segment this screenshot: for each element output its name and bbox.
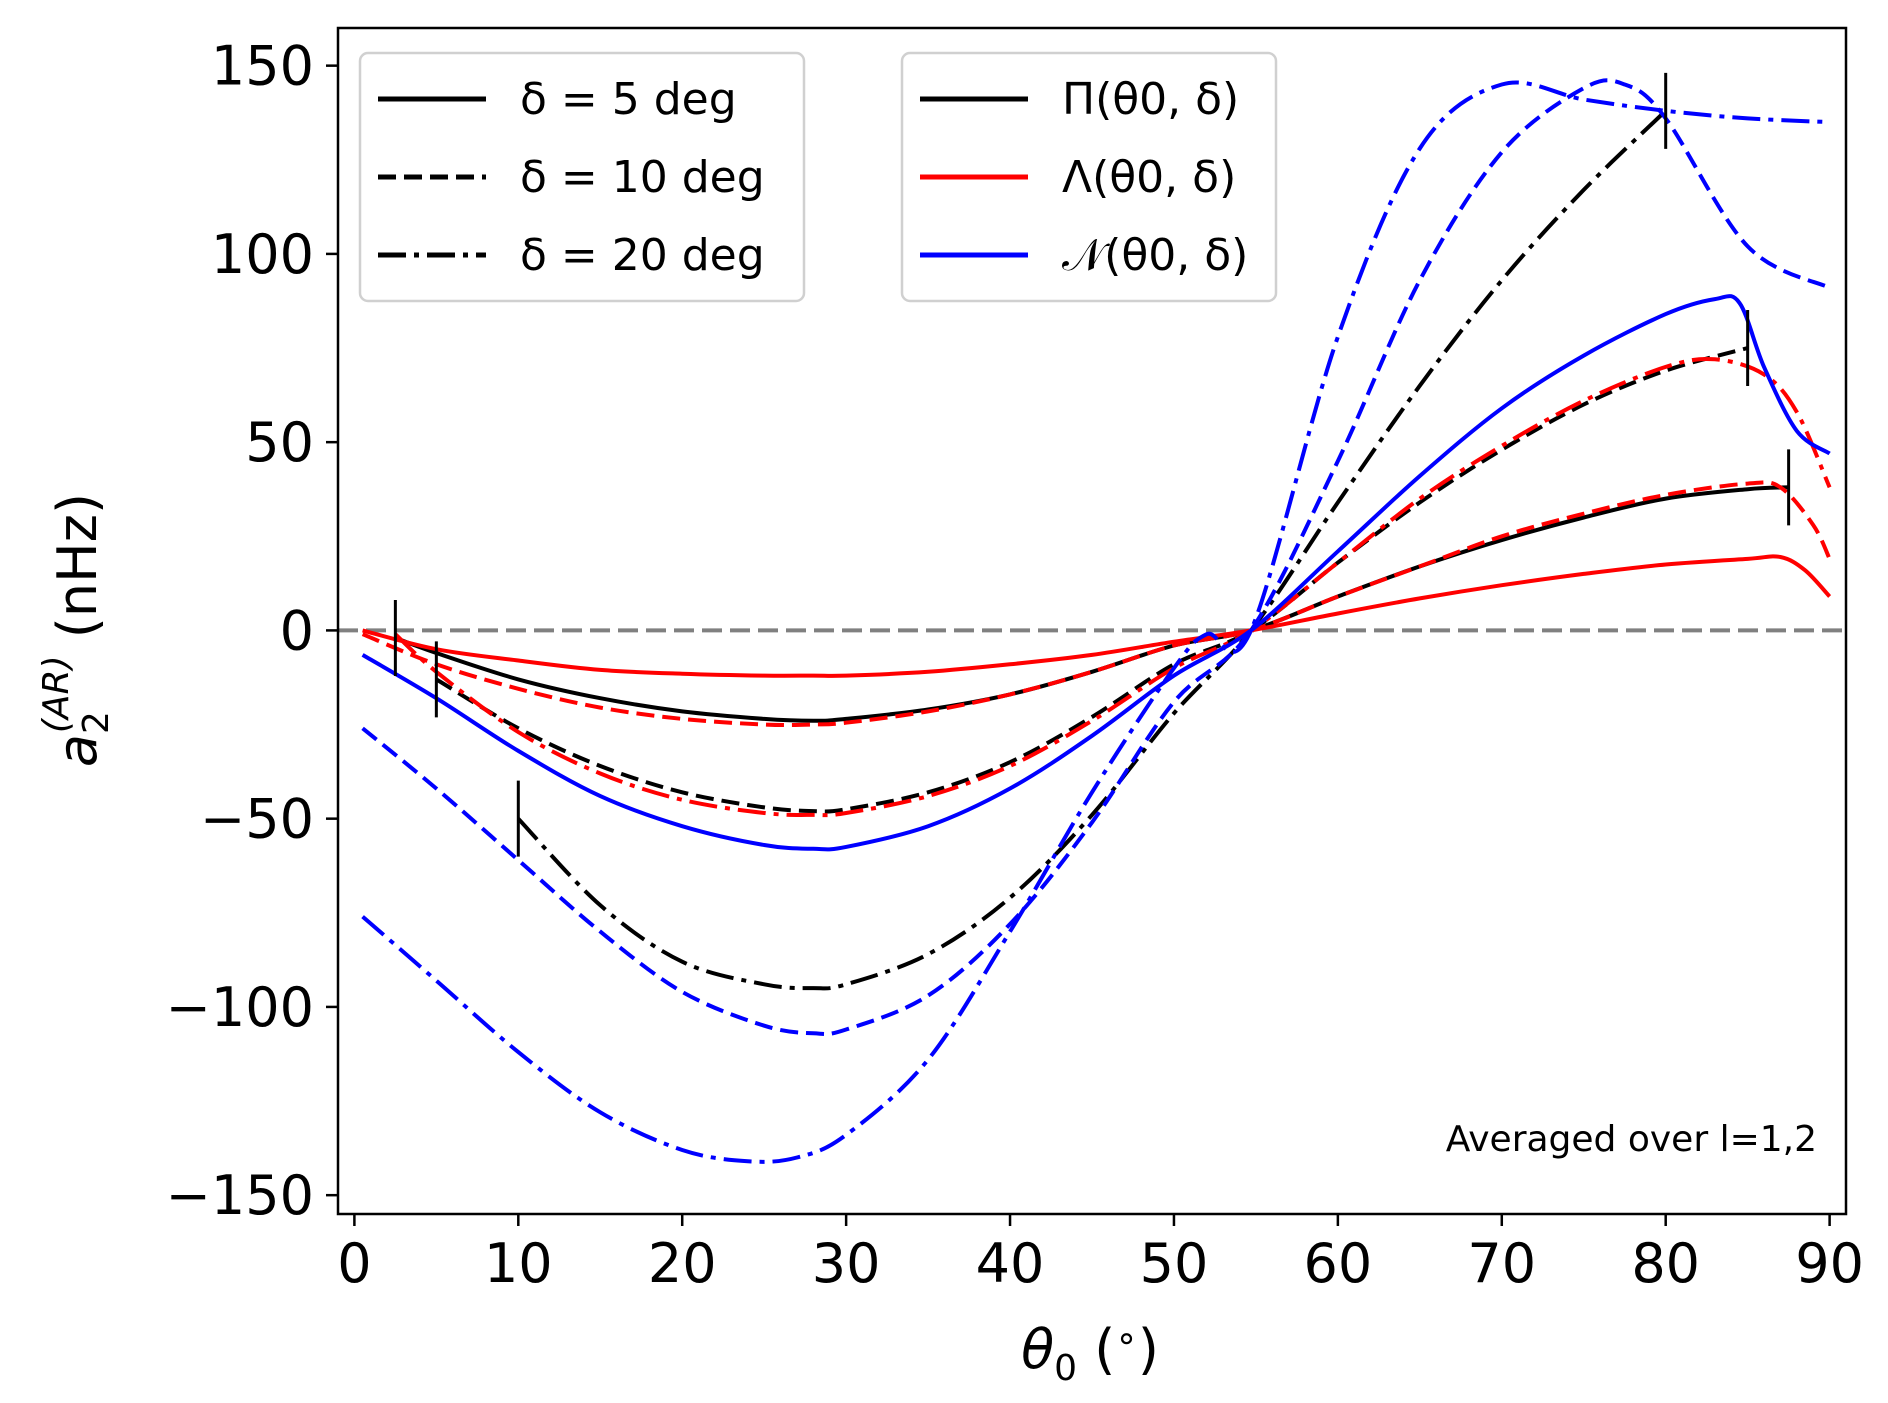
y-tick-label: 0 [280, 599, 314, 662]
boundary-marker-layer [393, 72, 1791, 857]
series-lambda-delta-5 [362, 554, 1832, 678]
y-axis-superscript: (AR) [36, 655, 77, 733]
x-tick-label: 40 [976, 1232, 1045, 1295]
legend-functions-box [900, 51, 1278, 303]
legend-n-label: 𝒩(θ0, δ) [1062, 230, 1248, 281]
y-tick-label: 150 [211, 35, 314, 98]
series-n-delta-20 [361, 80, 1830, 1164]
x-axis-symbol: θ [1021, 1318, 1054, 1381]
x-tick-label: 70 [1467, 1232, 1536, 1295]
legend-delta-20: δ = 20 deg [520, 230, 765, 281]
legend-delta-10: δ = 10 deg [520, 152, 765, 203]
series-lambda-delta-20 [394, 356, 1832, 818]
x-tick-label: 50 [1140, 1232, 1209, 1295]
plot-frame [336, 26, 1848, 1216]
series-pi-delta-20 [516, 109, 1668, 991]
x-axis-degree: ∘ [1115, 1318, 1138, 1359]
x-axis-subscript: 0 [1054, 1348, 1077, 1389]
y-tick-label: −50 [200, 788, 314, 851]
y-tick-label: 50 [245, 411, 314, 474]
x-axis-title: θ0 (∘) [1021, 1318, 1159, 1389]
series-lambda-delta-10 [361, 480, 1832, 728]
series-n-delta-10 [361, 78, 1831, 1037]
y-tick-label: −100 [166, 976, 314, 1039]
y-axis: −150 −100 −50 0 50 100 150 [166, 35, 338, 1227]
y-axis-subscript: 2 [76, 711, 117, 734]
x-axis-unit-open: ( [1077, 1318, 1115, 1381]
y-axis-title: a2(AR) (nHz) [36, 493, 117, 767]
y-tick-label: 100 [211, 223, 314, 286]
x-tick-label: 60 [1304, 1232, 1373, 1295]
y-axis-unit: (nHz) [46, 493, 109, 655]
x-tick-label: 30 [812, 1232, 881, 1295]
x-axis: 0 10 20 30 40 50 60 70 80 90 [337, 1214, 1864, 1295]
legend-functions: Π(θ0, δ) Λ(θ0, δ) 𝒩(θ0, δ) [900, 51, 1278, 303]
series-n-delta-5 [361, 294, 1831, 852]
legend-delta-box [358, 51, 806, 303]
legend-lambda-label: Λ(θ0, δ) [1062, 152, 1236, 203]
x-tick-label: 80 [1631, 1232, 1700, 1295]
x-tick-label: 0 [337, 1232, 371, 1295]
y-axis-symbol: a [46, 734, 109, 767]
averaged-annotation: Averaged over l=1,2 [1446, 1119, 1817, 1160]
legend-pi-label: Π(θ0, δ) [1062, 74, 1239, 125]
x-axis-unit-close: ) [1138, 1318, 1159, 1381]
series-pi-delta-10 [435, 346, 1749, 814]
legend-delta: δ = 5 deg δ = 10 deg δ = 20 deg [358, 51, 806, 303]
x-tick-label: 10 [484, 1232, 553, 1295]
x-tick-label: 20 [648, 1232, 717, 1295]
plot-area [338, 72, 1846, 1164]
series-layer [361, 78, 1832, 1164]
y-tick-label: −150 [166, 1164, 314, 1227]
legend-delta-5: δ = 5 deg [520, 74, 737, 125]
x-tick-label: 90 [1795, 1232, 1864, 1295]
